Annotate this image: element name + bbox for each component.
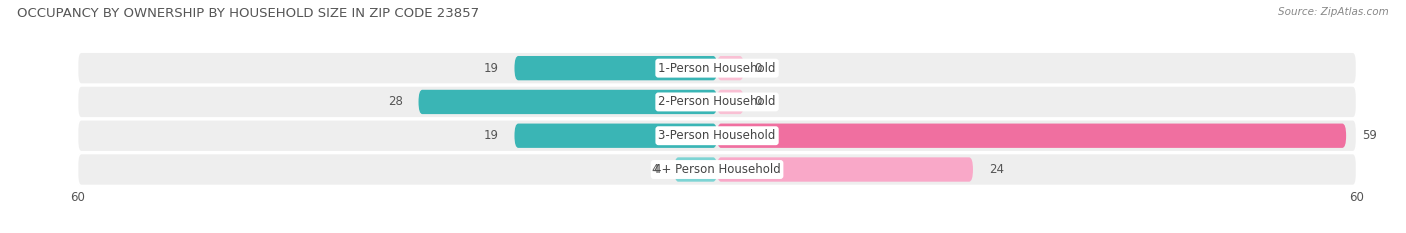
Text: 1-Person Household: 1-Person Household [658, 62, 776, 75]
Text: 59: 59 [1362, 129, 1376, 142]
FancyBboxPatch shape [515, 123, 717, 148]
Text: 0: 0 [755, 96, 762, 108]
FancyBboxPatch shape [515, 56, 717, 80]
Text: 28: 28 [388, 96, 402, 108]
Text: 3-Person Household: 3-Person Household [658, 129, 776, 142]
FancyBboxPatch shape [77, 120, 1357, 152]
FancyBboxPatch shape [77, 86, 1357, 118]
Text: 4+ Person Household: 4+ Person Household [654, 163, 780, 176]
FancyBboxPatch shape [675, 157, 717, 182]
Text: Source: ZipAtlas.com: Source: ZipAtlas.com [1278, 7, 1389, 17]
Text: 4: 4 [651, 163, 658, 176]
Text: 24: 24 [988, 163, 1004, 176]
Text: OCCUPANCY BY OWNERSHIP BY HOUSEHOLD SIZE IN ZIP CODE 23857: OCCUPANCY BY OWNERSHIP BY HOUSEHOLD SIZE… [17, 7, 479, 20]
FancyBboxPatch shape [77, 153, 1357, 186]
Text: 19: 19 [484, 62, 499, 75]
FancyBboxPatch shape [717, 56, 744, 80]
Text: 19: 19 [484, 129, 499, 142]
FancyBboxPatch shape [717, 123, 1346, 148]
FancyBboxPatch shape [717, 157, 973, 182]
Text: 0: 0 [755, 62, 762, 75]
FancyBboxPatch shape [77, 52, 1357, 84]
Text: 2-Person Household: 2-Person Household [658, 96, 776, 108]
FancyBboxPatch shape [717, 90, 744, 114]
FancyBboxPatch shape [419, 90, 717, 114]
